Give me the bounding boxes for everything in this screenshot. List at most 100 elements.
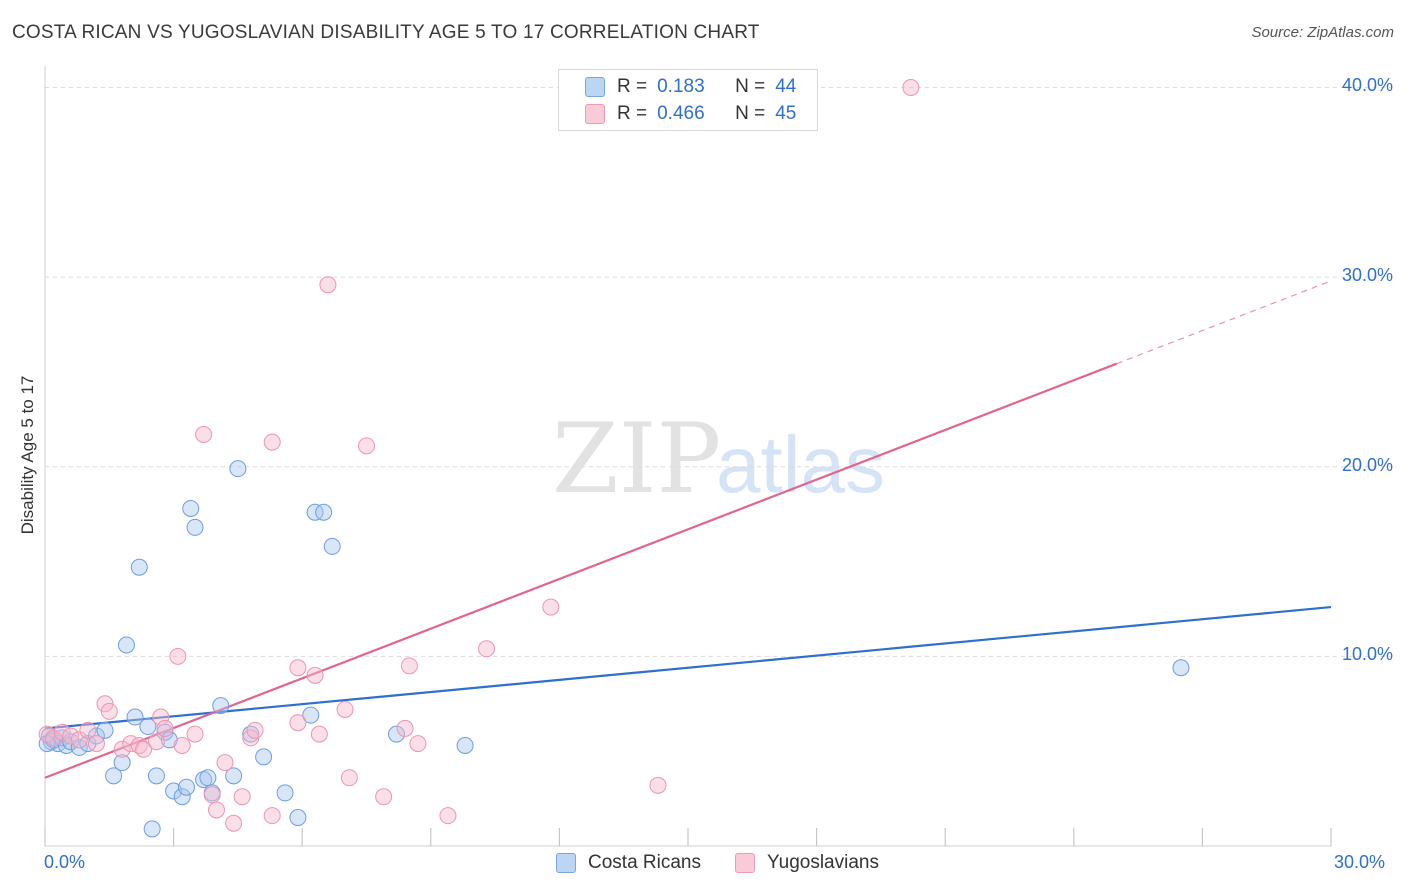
trend-line-yugoslavians xyxy=(44,362,1118,779)
point-yugoslavians xyxy=(207,801,225,819)
point-costa-ricans xyxy=(126,708,144,726)
x-tick-label-min: 0.0% xyxy=(44,852,86,872)
legend-r-value: 0.466 xyxy=(657,103,705,124)
source-label: Source: ZipAtlas.com xyxy=(1251,24,1394,41)
legend-r-label: R = xyxy=(617,76,648,97)
point-yugoslavians xyxy=(340,769,358,787)
stats-legend: R = 0.183 N = 44 R = 0.466 N = 45 xyxy=(558,69,818,131)
point-costa-ricans xyxy=(186,518,204,536)
point-costa-ricans xyxy=(1172,659,1190,677)
y-tick-label: 30.0% xyxy=(1341,265,1393,286)
point-costa-ricans xyxy=(139,718,157,736)
point-yugoslavians xyxy=(649,776,667,794)
series-name-costa-ricans: Costa Ricans xyxy=(588,852,701,873)
point-costa-ricans xyxy=(38,735,56,753)
point-yugoslavians xyxy=(225,814,243,832)
point-costa-ricans xyxy=(96,721,114,739)
trend-line-extension-yugoslavians xyxy=(1116,280,1332,365)
point-yugoslavians xyxy=(400,657,418,675)
point-costa-ricans xyxy=(255,748,273,766)
point-yugoslavians xyxy=(310,725,328,743)
point-yugoslavians xyxy=(87,735,105,753)
watermark: ZIP atlas xyxy=(552,403,885,515)
series-swatch-costa-ricans xyxy=(556,853,576,873)
point-costa-ricans xyxy=(147,767,165,785)
point-yugoslavians xyxy=(62,727,80,745)
legend-r-value: 0.183 xyxy=(657,76,705,97)
point-costa-ricans xyxy=(388,725,406,743)
legend-n-label: N = xyxy=(735,103,766,124)
gridlines xyxy=(45,86,1392,657)
point-yugoslavians xyxy=(152,708,170,726)
point-yugoslavians xyxy=(409,735,427,753)
scatter-points xyxy=(38,78,1190,838)
point-yugoslavians xyxy=(306,666,324,684)
trend-lines xyxy=(44,280,1332,779)
point-costa-ricans xyxy=(177,778,195,796)
point-costa-ricans xyxy=(195,771,213,789)
watermark-zip: ZIP xyxy=(552,403,721,515)
y-tick-label: 40.0% xyxy=(1341,75,1393,96)
y-tick-label: 10.0% xyxy=(1341,644,1393,665)
legend-n-value: 45 xyxy=(775,103,797,124)
point-costa-ricans xyxy=(117,636,135,654)
point-costa-ricans xyxy=(225,767,243,785)
point-yugoslavians xyxy=(113,740,131,758)
point-costa-ricans xyxy=(323,537,341,555)
point-costa-ricans xyxy=(276,784,294,802)
point-costa-ricans xyxy=(212,697,230,715)
series-swatch-yugoslavians xyxy=(735,853,755,873)
point-yugoslavians xyxy=(439,807,457,825)
point-costa-ricans xyxy=(105,767,123,785)
point-yugoslavians xyxy=(45,729,63,747)
point-costa-ricans xyxy=(289,809,307,827)
point-costa-ricans xyxy=(62,733,80,751)
point-yugoslavians xyxy=(263,433,281,451)
point-yugoslavians xyxy=(70,731,88,749)
point-yugoslavians xyxy=(289,659,307,677)
point-costa-ricans xyxy=(130,558,148,576)
point-yugoslavians xyxy=(542,598,560,616)
point-costa-ricans xyxy=(302,706,320,724)
point-yugoslavians xyxy=(233,788,251,806)
x-tick-label-max: 30.0% xyxy=(1334,852,1386,872)
legend-n-label: N = xyxy=(735,76,766,97)
point-yugoslavians xyxy=(53,723,71,741)
point-yugoslavians xyxy=(203,786,221,804)
legend-swatch-costa-ricans xyxy=(585,77,605,97)
point-yugoslavians xyxy=(122,735,140,753)
legend-row-costa-ricans: R = 0.183 N = 44 xyxy=(585,74,796,100)
legend-n-value: 44 xyxy=(775,76,797,97)
y-tick-label: 20.0% xyxy=(1341,454,1393,475)
point-yugoslavians xyxy=(478,640,496,658)
series-legend-costa-ricans: Costa Ricans xyxy=(556,852,701,874)
series-legend: Costa Ricans Yugoslavians xyxy=(556,852,913,874)
point-yugoslavians xyxy=(216,754,234,772)
legend-row-yugoslavians: R = 0.466 N = 45 xyxy=(585,101,796,127)
legend-swatch-yugoslavians xyxy=(585,104,605,124)
point-costa-ricans xyxy=(199,769,217,787)
point-yugoslavians xyxy=(79,721,97,739)
point-costa-ricans xyxy=(173,788,191,806)
point-yugoslavians xyxy=(186,725,204,743)
series-legend-yugoslavians: Yugoslavians xyxy=(735,852,879,874)
legend-r-label: R = xyxy=(617,103,648,124)
point-yugoslavians xyxy=(319,276,337,294)
point-yugoslavians xyxy=(358,437,375,455)
point-yugoslavians xyxy=(100,702,118,720)
point-yugoslavians xyxy=(375,788,393,806)
point-yugoslavians xyxy=(195,426,213,444)
point-costa-ricans xyxy=(182,499,200,517)
point-costa-ricans xyxy=(306,503,324,521)
point-yugoslavians xyxy=(169,647,187,665)
point-costa-ricans xyxy=(160,731,178,749)
point-costa-ricans xyxy=(229,460,247,478)
point-costa-ricans xyxy=(165,782,183,800)
point-yugoslavians xyxy=(147,733,165,751)
point-yugoslavians xyxy=(902,78,920,96)
trend-line-costa-ricans xyxy=(44,605,1332,730)
point-yugoslavians xyxy=(246,721,264,739)
point-costa-ricans xyxy=(143,820,161,838)
chart-title: COSTA RICAN VS YUGOSLAVIAN DISABILITY AG… xyxy=(12,22,760,43)
point-yugoslavians xyxy=(396,719,414,737)
